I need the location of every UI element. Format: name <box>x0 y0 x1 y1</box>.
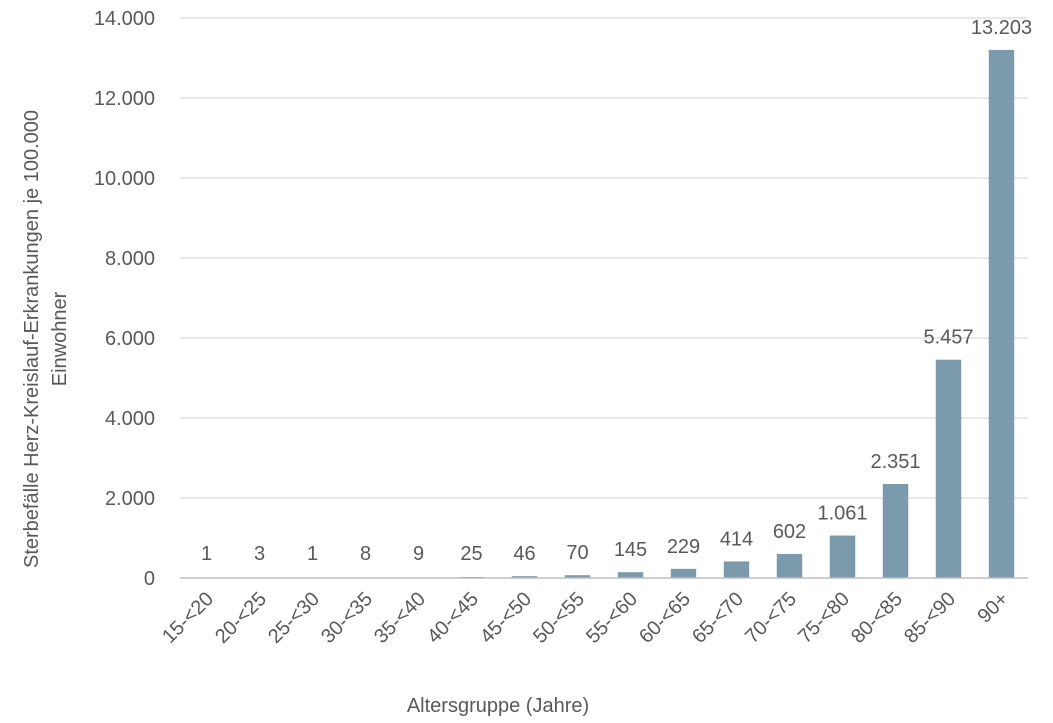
y-tick-label: 8.000 <box>105 248 155 270</box>
y-axis-title-line-2: Einwohner <box>49 291 71 386</box>
x-tick-label: 20-<25 <box>211 588 271 648</box>
bar <box>511 576 538 578</box>
x-tick-label: 40-<45 <box>423 588 483 648</box>
x-tick-label: 60-<65 <box>635 588 695 648</box>
x-tick-label: 75-<80 <box>794 588 854 648</box>
data-labels: 1 3 1 8 9 25 46 70 145 229 414 602 1.061 2.351 5.457 13… <box>201 17 1032 565</box>
x-tick-label: 85-<90 <box>900 588 960 648</box>
x-tick-label: 30-<35 <box>317 588 377 648</box>
data-label: 1.061 <box>817 503 867 525</box>
bar <box>988 49 1015 578</box>
y-tick-label: 10.000 <box>94 168 155 190</box>
y-tick-label: 14.000 <box>94 8 155 30</box>
data-label: 9 <box>413 543 424 565</box>
x-tick-label: 25-<30 <box>264 588 324 648</box>
x-tick-label: 80-<85 <box>847 588 907 648</box>
x-tick-label: 70-<75 <box>741 588 801 648</box>
bar <box>564 575 591 578</box>
bar <box>670 568 697 578</box>
y-tick-label: 6.000 <box>105 328 155 350</box>
data-label: 1 <box>201 543 212 565</box>
bar <box>617 572 644 578</box>
gridlines <box>180 17 1028 499</box>
y-tick-label: 0 <box>144 568 155 590</box>
x-tick-label: 45-<50 <box>476 588 536 648</box>
y-axis-title-line-1: Sterbefälle Herz-Kreislauf-Erkrankungen … <box>21 110 43 568</box>
bar <box>776 553 803 578</box>
x-tick-label: 35-<40 <box>370 588 430 648</box>
x-tick-label: 15-<20 <box>158 588 218 648</box>
bar <box>723 561 750 578</box>
y-tick-label: 12.000 <box>94 88 155 110</box>
data-label: 25 <box>460 543 482 565</box>
y-axis-title: Sterbefälle Herz-Kreislauf-Erkrankungen … <box>21 110 71 568</box>
data-label: 70 <box>566 542 588 564</box>
x-tick-label: 65-<70 <box>688 588 748 648</box>
bars <box>193 49 1015 578</box>
y-tick-labels: 0 2.000 4.000 6.000 8.000 10.000 12.000 14.000 <box>94 8 155 590</box>
x-tick-label: 55-<60 <box>582 588 642 648</box>
data-label: 229 <box>667 536 700 558</box>
x-tick-label: 90+ <box>973 588 1013 628</box>
data-label: 13.203 <box>971 17 1032 39</box>
data-label: 5.457 <box>923 327 973 349</box>
x-axis-title: Altersgruppe (Jahre) <box>407 695 589 717</box>
data-label: 3 <box>254 543 265 565</box>
bar <box>935 359 962 578</box>
x-tick-label: 50-<55 <box>529 588 589 648</box>
data-label: 2.351 <box>870 451 920 473</box>
data-label: 1 <box>307 543 318 565</box>
data-label: 46 <box>513 543 535 565</box>
bar <box>882 483 909 578</box>
bar <box>829 535 856 578</box>
data-label: 414 <box>720 528 753 550</box>
data-label: 8 <box>360 543 371 565</box>
data-label: 602 <box>773 521 806 543</box>
data-label: 145 <box>614 539 647 561</box>
y-tick-label: 2.000 <box>105 488 155 510</box>
x-tick-labels: 15-<2020-<2525-<3030-<3535-<4040-<4545-<… <box>158 588 1013 648</box>
y-tick-label: 4.000 <box>105 408 155 430</box>
